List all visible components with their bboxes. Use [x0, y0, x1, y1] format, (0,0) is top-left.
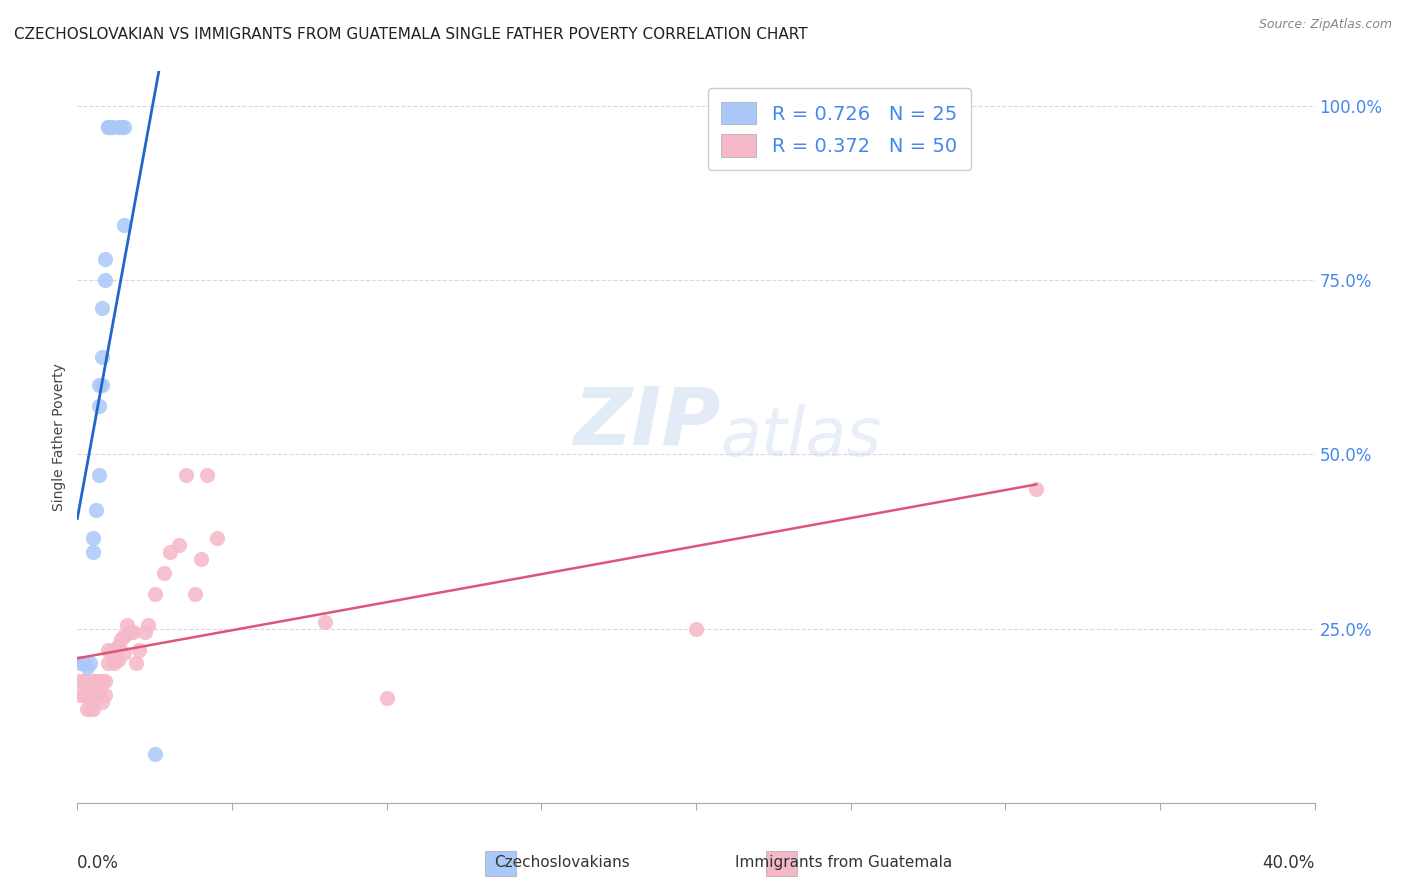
Point	[76, 688, 98, 702]
Point	[79, 657, 101, 671]
Point	[91, 377, 114, 392]
Point	[143, 747, 166, 761]
Point	[79, 702, 101, 716]
Point	[125, 657, 148, 671]
Point	[174, 468, 197, 483]
Point	[82, 702, 104, 716]
Point	[72, 688, 94, 702]
Point	[91, 695, 114, 709]
Y-axis label: Single Father Poverty: Single Father Poverty	[52, 363, 66, 511]
Point	[205, 531, 228, 545]
Point	[112, 218, 135, 232]
Point	[128, 642, 150, 657]
Point	[107, 120, 129, 134]
Text: Source: ZipAtlas.com: Source: ZipAtlas.com	[1258, 18, 1392, 31]
Text: ZIP: ZIP	[574, 384, 721, 461]
Point	[190, 552, 212, 566]
Point	[134, 625, 156, 640]
Point	[72, 673, 94, 688]
Point	[122, 625, 145, 640]
Point	[138, 618, 160, 632]
Text: Czechoslovakians: Czechoslovakians	[495, 855, 630, 870]
Point	[82, 545, 104, 559]
Point	[76, 673, 98, 688]
Point	[110, 120, 132, 134]
Point	[84, 503, 107, 517]
Legend: R = 0.726   N = 25, R = 0.372   N = 50: R = 0.726 N = 25, R = 0.372 N = 50	[707, 88, 970, 170]
Point	[184, 587, 207, 601]
Point	[87, 468, 110, 483]
Point	[103, 657, 125, 671]
Point	[94, 673, 117, 688]
Point	[112, 629, 135, 643]
Point	[87, 377, 110, 392]
Point	[87, 399, 110, 413]
Point	[69, 688, 91, 702]
Point	[110, 120, 132, 134]
Point	[97, 642, 120, 657]
Point	[94, 252, 117, 267]
Point	[76, 702, 98, 716]
Point	[375, 691, 398, 706]
Point	[79, 688, 101, 702]
Point	[103, 642, 125, 657]
Point	[84, 688, 107, 702]
Point	[87, 688, 110, 702]
Point	[100, 646, 122, 660]
Point	[76, 660, 98, 674]
Point	[94, 688, 117, 702]
Point	[91, 301, 114, 316]
Point	[72, 657, 94, 671]
Text: Immigrants from Guatemala: Immigrants from Guatemala	[735, 855, 952, 870]
Point	[82, 688, 104, 702]
Point	[91, 350, 114, 364]
Point	[159, 545, 181, 559]
Point	[107, 653, 129, 667]
Point	[84, 673, 107, 688]
Point	[82, 531, 104, 545]
Point	[94, 273, 117, 287]
Point	[97, 120, 120, 134]
Point	[1025, 483, 1047, 497]
Point	[112, 646, 135, 660]
Text: 0.0%: 0.0%	[77, 854, 120, 872]
Point	[195, 468, 218, 483]
Point	[97, 657, 120, 671]
Point	[685, 622, 707, 636]
Text: 40.0%: 40.0%	[1263, 854, 1315, 872]
Point	[112, 120, 135, 134]
Point	[100, 120, 122, 134]
Text: atlas: atlas	[721, 404, 882, 470]
Text: CZECHOSLOVAKIAN VS IMMIGRANTS FROM GUATEMALA SINGLE FATHER POVERTY CORRELATION C: CZECHOSLOVAKIAN VS IMMIGRANTS FROM GUATE…	[14, 27, 807, 42]
Point	[153, 566, 176, 580]
Point	[97, 120, 120, 134]
Point	[100, 120, 122, 134]
Point	[107, 639, 129, 653]
Point	[118, 625, 141, 640]
Point	[314, 615, 336, 629]
Point	[82, 673, 104, 688]
Point	[115, 618, 138, 632]
Point	[87, 673, 110, 688]
Point	[91, 673, 114, 688]
Point	[169, 538, 191, 552]
Point	[110, 632, 132, 646]
Point	[143, 587, 166, 601]
Point	[69, 673, 91, 688]
Point	[69, 657, 91, 671]
